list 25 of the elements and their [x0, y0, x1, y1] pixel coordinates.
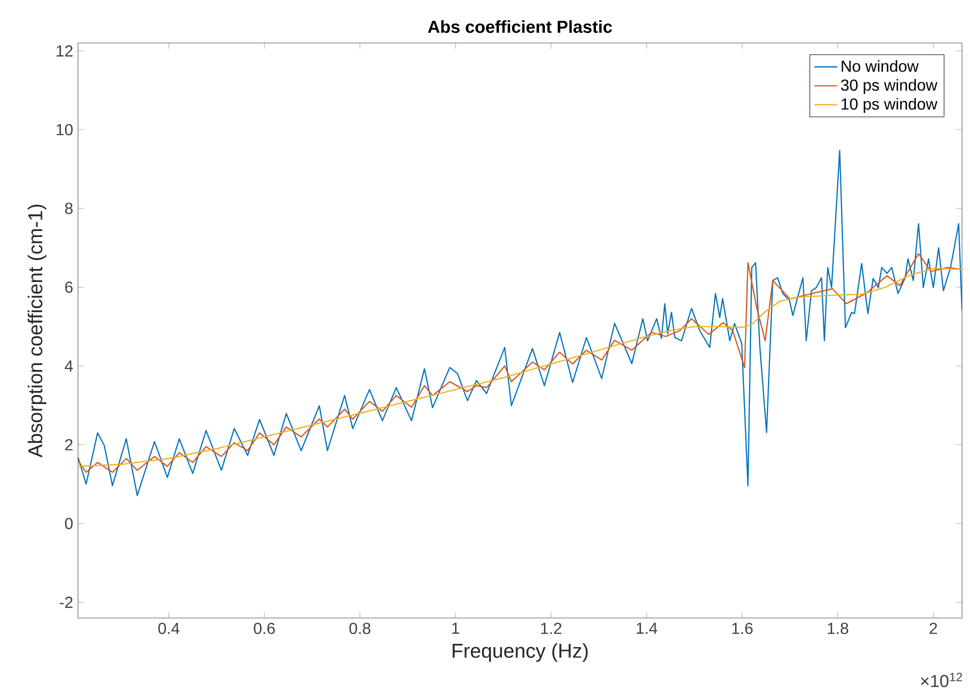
y-tick-label: 8 [65, 202, 73, 214]
x-tick-label: 1.4 [636, 622, 658, 634]
y-tick-label: 10 [56, 124, 73, 136]
y-axis-title: Absorption coefficient (cm-1) [28, 204, 46, 458]
x-axis-title: Frequency (Hz) [452, 643, 588, 662]
chart-title: Abs coefficient Plastic [428, 20, 612, 33]
x-tick-label: 1.8 [828, 622, 848, 634]
y-tick-label: 12 [56, 45, 72, 56]
x-tick-label: 2 [930, 622, 937, 634]
text: ×10$^{12}$ [920, 672, 962, 688]
y-tick-label: -2 [60, 596, 72, 608]
x-tick-label: 0.6 [254, 622, 275, 634]
y-tick-label: 6 [65, 282, 73, 293]
x-tick-label: 0.4 [158, 622, 180, 634]
x-tick-label: 1 [452, 622, 460, 634]
x-tick-label: 1.6 [732, 622, 753, 634]
legend-label: No window [842, 60, 919, 72]
legend-label: 30 ps window [841, 79, 938, 94]
y-tick-label: 0 [65, 518, 73, 530]
y-tick-label: 4 [64, 360, 73, 372]
x-tick-label: 0.8 [349, 622, 370, 634]
x-tick-label: 1.2 [541, 622, 562, 634]
line-series [78, 150, 962, 496]
legend-label: 10 ps window [842, 98, 938, 113]
y-tick-label: 2 [65, 439, 72, 450]
